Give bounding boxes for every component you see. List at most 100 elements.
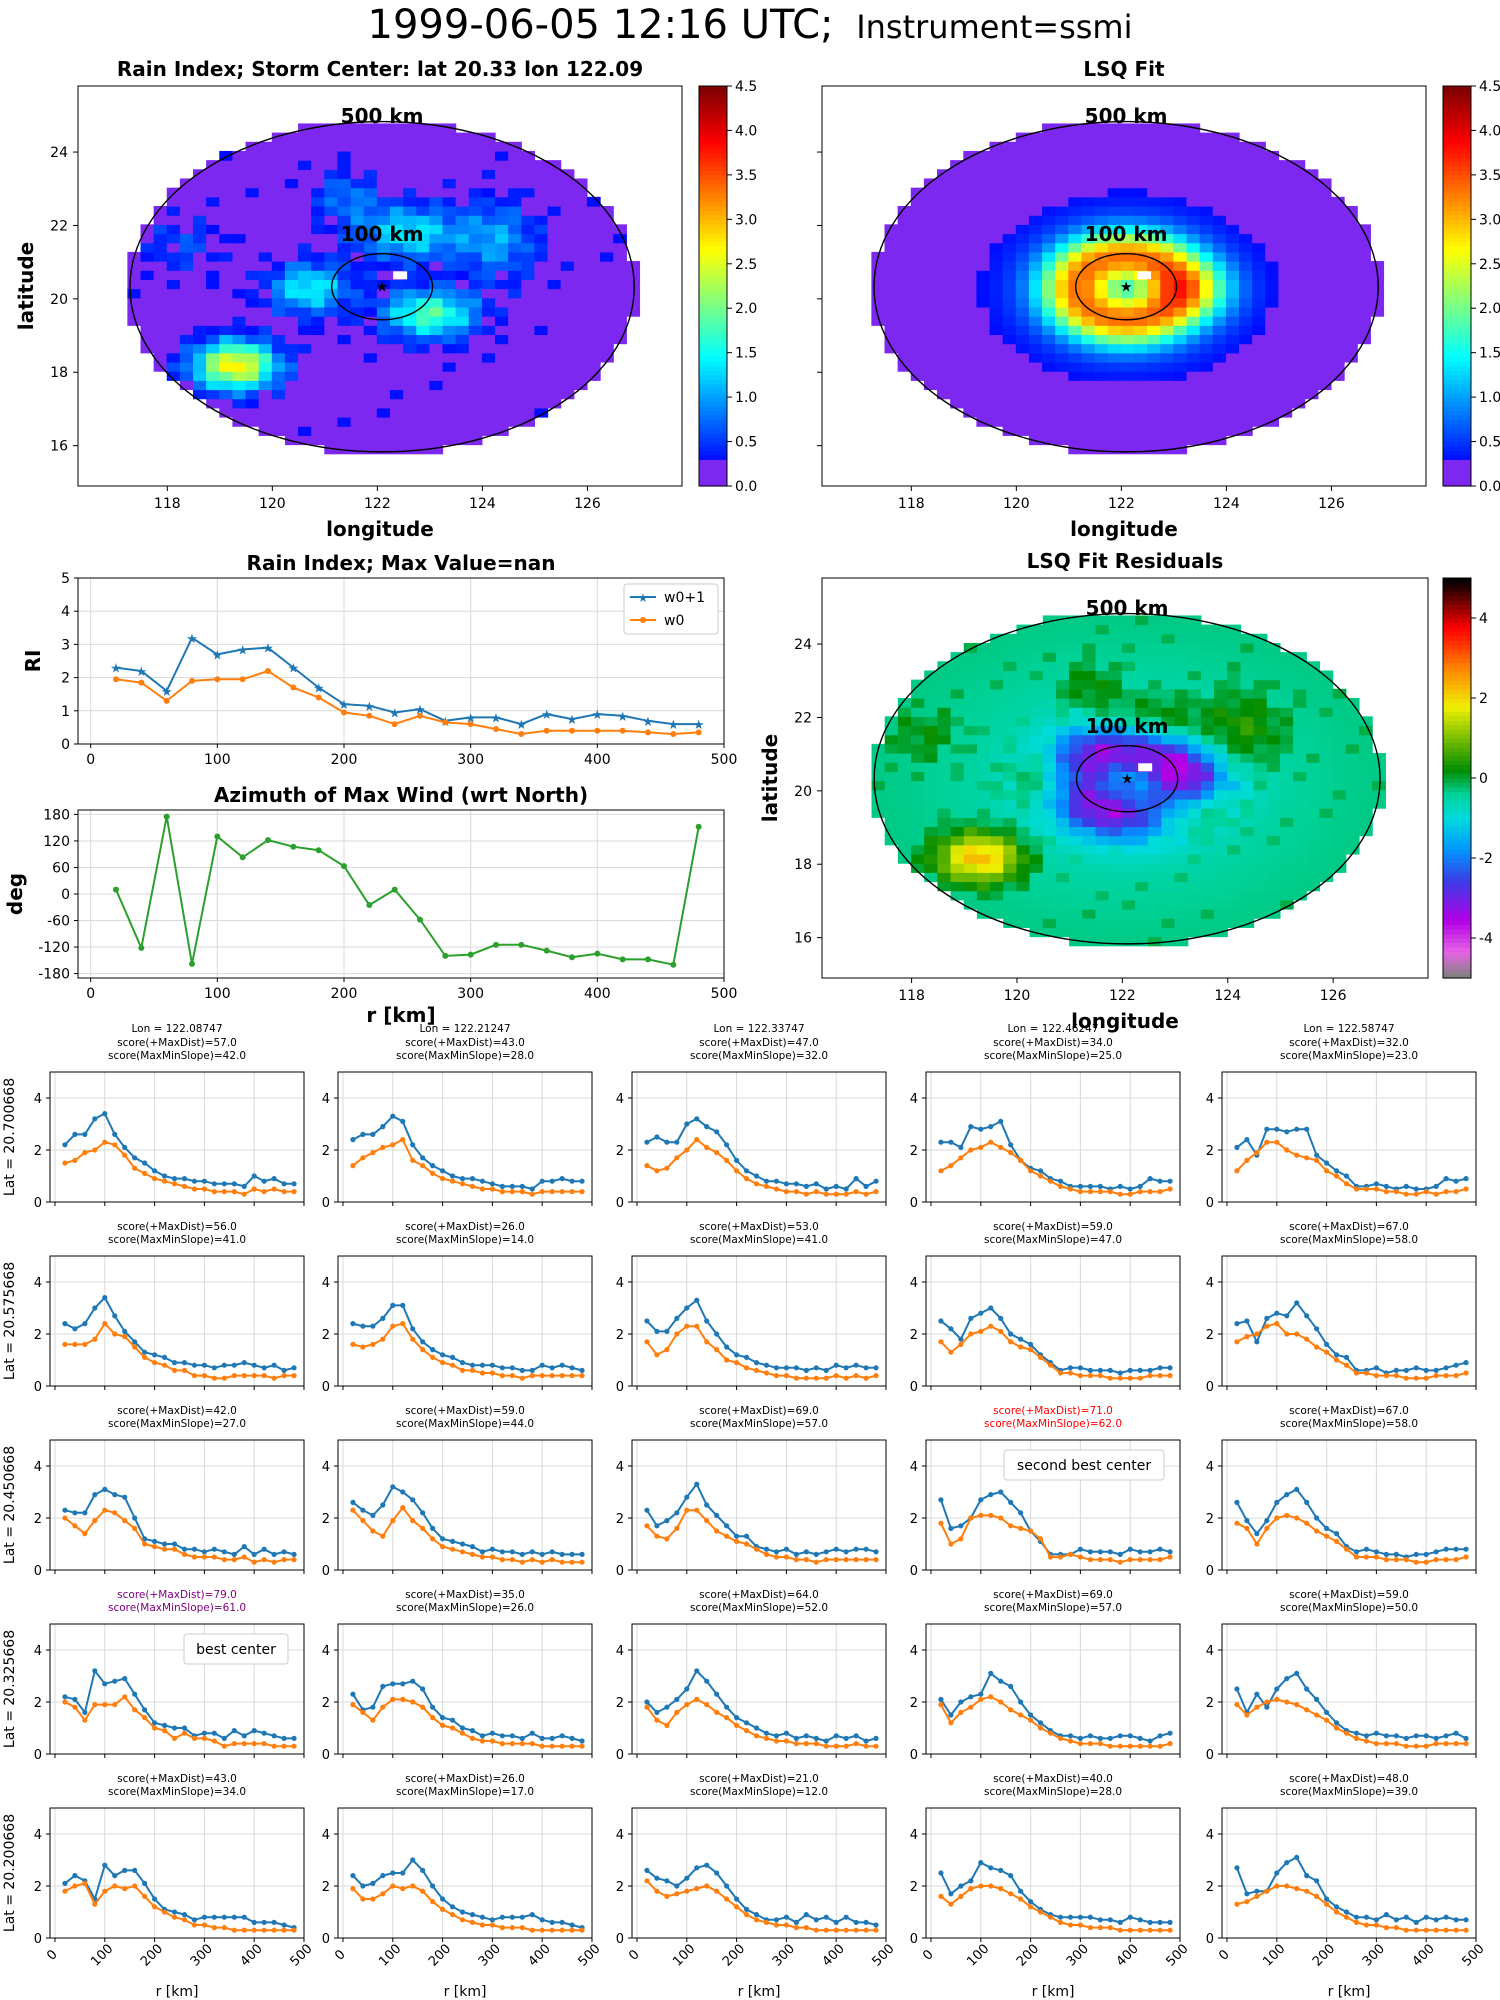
residual-map-cell xyxy=(1016,679,1031,690)
grid-r0c1-point xyxy=(459,1176,466,1182)
residual-map-cell xyxy=(1108,899,1123,910)
grid-r0c0-point xyxy=(161,1173,168,1179)
fit-map-cell xyxy=(1120,261,1135,271)
fit-map-cell xyxy=(1055,215,1069,225)
residual-map-cell xyxy=(950,762,965,772)
fit-map-cell xyxy=(1147,435,1161,446)
rain-map-cell xyxy=(389,187,404,198)
rain-map-circle-500km xyxy=(129,120,635,453)
residual-map-cell xyxy=(1029,863,1044,873)
fit-map-cell xyxy=(1173,444,1188,455)
grid-r1c0-point xyxy=(102,1295,108,1301)
rain-map-colorbar-strip xyxy=(699,254,727,260)
fit-map-cell xyxy=(1173,389,1188,400)
fit-map-colorbar-strip xyxy=(1443,161,1471,167)
residual-map-cell xyxy=(1016,652,1031,662)
fit-map-cell xyxy=(937,270,951,280)
grid-r1c1-point xyxy=(529,1373,535,1379)
fit-map-center-patch xyxy=(1137,271,1152,280)
rain-map-cell xyxy=(481,389,496,400)
grid-r2c1-point xyxy=(410,1518,416,1524)
grid-r0c0-point xyxy=(122,1144,128,1150)
fit-map-cell xyxy=(1291,178,1306,189)
residual-map-cell xyxy=(1345,798,1360,809)
residual-map-cell xyxy=(1279,844,1294,855)
rain-map-cell xyxy=(560,261,575,271)
residual-map-cell xyxy=(1161,909,1176,919)
fit-map-cell xyxy=(1186,426,1201,436)
rain-map-colorbar-strip xyxy=(699,143,727,149)
residual-map-cell xyxy=(1200,624,1215,635)
fit-map-cell xyxy=(1291,215,1306,225)
fit-map-cell xyxy=(1160,206,1174,216)
residual-map-cell xyxy=(1161,890,1176,901)
residual-map-cell xyxy=(1174,881,1189,892)
residual-map-cell xyxy=(1069,734,1083,745)
rain-map-cell xyxy=(403,178,417,189)
grid-r1c3-point xyxy=(958,1341,964,1347)
fit-map-cell xyxy=(1002,224,1017,235)
grid-r1c0-point xyxy=(201,1373,207,1379)
rain-map-cell xyxy=(442,169,457,180)
rain-map-cell xyxy=(442,380,457,391)
fit-map-cell xyxy=(1002,141,1017,152)
fit-map-cell xyxy=(989,352,1004,363)
residual-map-cell xyxy=(897,716,912,727)
grid-r2c2-point xyxy=(833,1557,839,1563)
fit-map-cell xyxy=(897,215,912,225)
grid-r2c2-point xyxy=(803,1549,809,1555)
rain-map-cell xyxy=(284,196,299,207)
fit-map-cell xyxy=(1055,288,1069,299)
grid-r2c0-point xyxy=(122,1494,128,1500)
rain-map-cell xyxy=(258,380,273,391)
fit-map-cell xyxy=(1042,169,1056,180)
residual-map-cell xyxy=(1148,688,1162,699)
fit-map-cell xyxy=(989,233,1004,244)
fit-map-colorbar-strip xyxy=(1443,339,1471,345)
rain-map-cell xyxy=(560,251,575,262)
residual-map-cell xyxy=(1055,918,1070,928)
grid-r0c3-point xyxy=(968,1147,974,1153)
azimuth-point xyxy=(163,813,170,820)
rain-map-cell xyxy=(481,334,496,345)
grid-r0c3-point xyxy=(1157,1178,1163,1184)
fit-map-cell xyxy=(1107,279,1122,290)
fit-map-cell xyxy=(1081,196,1096,207)
rain-map-cell xyxy=(258,169,273,180)
rain-map-cell xyxy=(573,316,588,326)
residual-map-cell xyxy=(1135,853,1149,864)
residual-map-cell xyxy=(911,808,925,818)
rain-map-ytick-label: 20 xyxy=(50,292,68,308)
ri-profile-point xyxy=(518,731,525,738)
fit-map-cell xyxy=(976,361,991,372)
residual-map-cell xyxy=(1148,707,1162,717)
grid-r0c0-point xyxy=(291,1189,297,1195)
rain-map-cell xyxy=(140,288,155,299)
rain-map-cell xyxy=(311,261,325,271)
rain-map-cell xyxy=(573,233,588,244)
fit-map-cell xyxy=(1068,334,1083,345)
rain-map-colorbar-strip xyxy=(699,241,727,247)
fit-map-cell xyxy=(963,316,978,326)
grid-r2c0-series-markers xyxy=(62,1486,297,1557)
rain-map-cell xyxy=(534,233,549,244)
fit-map-cell xyxy=(1055,160,1069,170)
fit-map-cell xyxy=(937,178,951,189)
residual-map-cell xyxy=(1082,707,1097,717)
rain-map-cell xyxy=(193,288,207,299)
residual-map-cell xyxy=(963,808,978,818)
fit-map-cell xyxy=(1199,352,1214,363)
rain-map-cell xyxy=(311,224,325,235)
rain-map-colorbar-strip xyxy=(699,388,727,394)
rain-map-cell xyxy=(153,251,168,262)
residual-map-colorbar-strip xyxy=(1443,862,1471,868)
grid-r1c3-ytick-label: 2 xyxy=(910,1328,918,1343)
grid-r2c2-point xyxy=(733,1533,740,1539)
residual-map-cell xyxy=(937,826,952,837)
residual-map-cell xyxy=(1174,698,1189,708)
grid-r0c0-point xyxy=(191,1186,198,1192)
residual-map-cell xyxy=(1214,679,1228,690)
grid-r0c3-point xyxy=(968,1124,974,1130)
residual-map-cell xyxy=(1082,642,1097,653)
rain-map-cell xyxy=(521,407,536,418)
